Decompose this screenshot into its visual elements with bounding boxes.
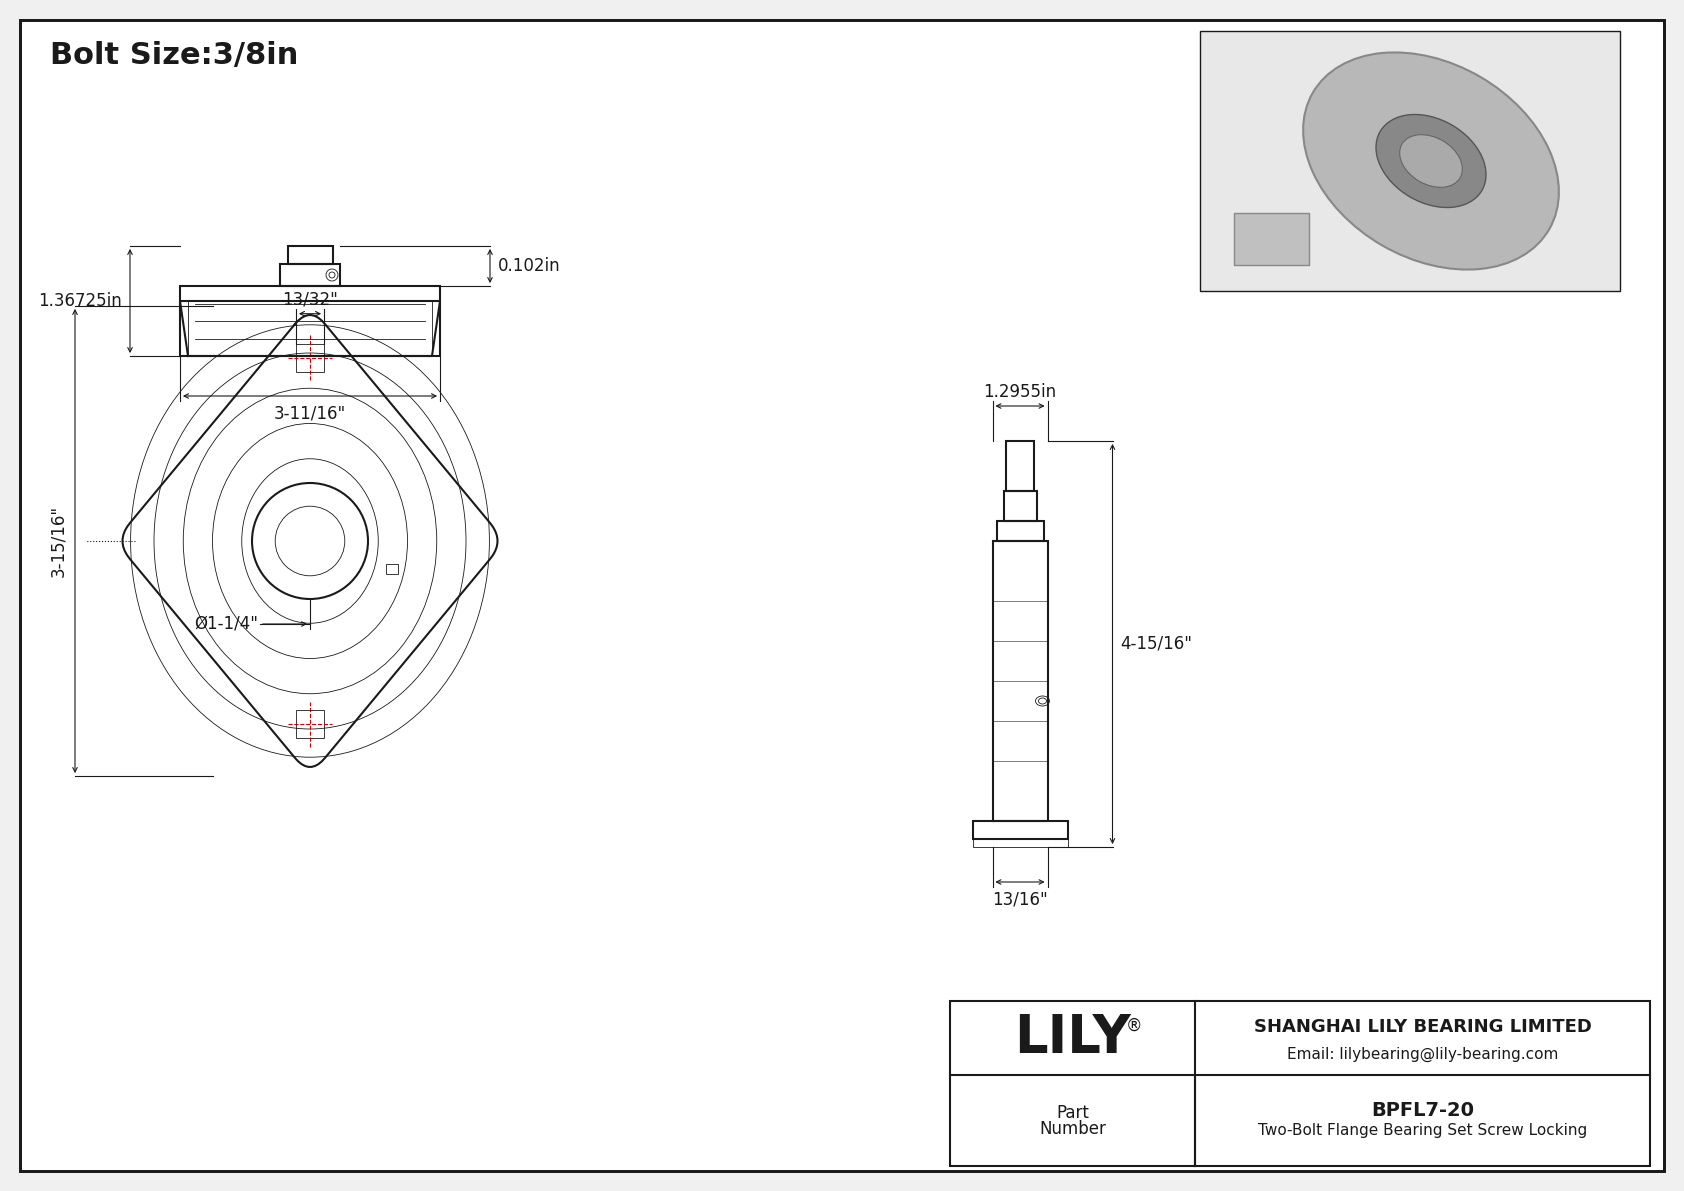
Bar: [1004, 491, 1036, 520]
Text: SHANGHAI LILY BEARING LIMITED: SHANGHAI LILY BEARING LIMITED: [1253, 1018, 1591, 1036]
Bar: [296, 344, 323, 372]
Text: BPFL7-20: BPFL7-20: [1371, 1102, 1474, 1120]
Bar: [296, 710, 323, 738]
Bar: [997, 520, 1044, 541]
Text: 1.2955in: 1.2955in: [983, 384, 1056, 401]
Text: 13/16": 13/16": [992, 890, 1047, 908]
Text: 4-15/16": 4-15/16": [1120, 635, 1192, 653]
Text: Number: Number: [1039, 1120, 1106, 1137]
Bar: [1234, 213, 1308, 266]
Text: Bolt Size:3/8in: Bolt Size:3/8in: [51, 40, 298, 70]
Text: 13/32": 13/32": [281, 291, 338, 308]
Bar: [950, 1000, 1650, 1166]
Bar: [972, 821, 1068, 838]
Bar: [1201, 31, 1620, 291]
Text: Ø1-1/4": Ø1-1/4": [194, 615, 258, 632]
Bar: [280, 264, 340, 286]
Text: 3-11/16": 3-11/16": [274, 404, 347, 422]
Bar: [180, 286, 440, 356]
Bar: [1007, 441, 1034, 491]
Bar: [288, 247, 332, 264]
Ellipse shape: [1376, 114, 1485, 207]
Text: 3-15/16": 3-15/16": [49, 505, 67, 578]
Text: 0.102in: 0.102in: [498, 257, 561, 275]
Bar: [972, 838, 1068, 847]
Text: Part: Part: [1056, 1104, 1090, 1122]
Text: Email: lilybearing@lily-bearing.com: Email: lilybearing@lily-bearing.com: [1287, 1047, 1558, 1062]
Text: Two-Bolt Flange Bearing Set Screw Locking: Two-Bolt Flange Bearing Set Screw Lockin…: [1258, 1123, 1586, 1139]
Text: ®: ®: [1127, 1017, 1143, 1035]
Text: 1.36725in: 1.36725in: [39, 292, 121, 310]
Bar: [386, 565, 397, 574]
Text: LILY: LILY: [1014, 1012, 1132, 1064]
Bar: [992, 541, 1047, 821]
Ellipse shape: [1303, 52, 1559, 269]
Ellipse shape: [1399, 135, 1462, 187]
